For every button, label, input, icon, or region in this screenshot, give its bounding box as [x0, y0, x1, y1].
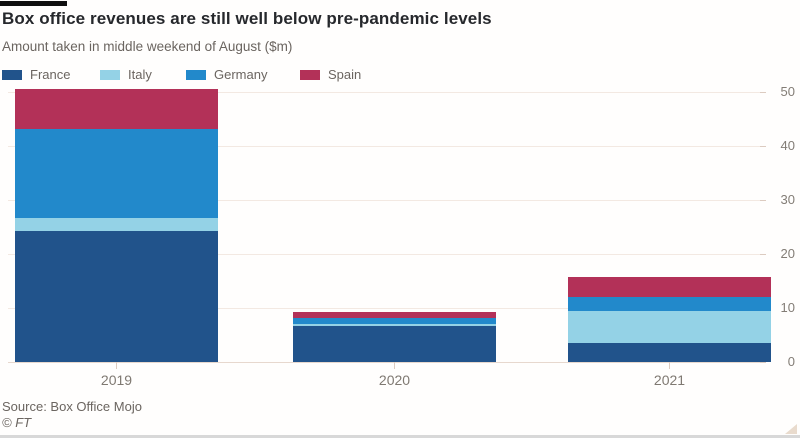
legend-label-germany: Germany: [214, 67, 268, 82]
y-axis-tick-50: [760, 92, 766, 93]
y-axis-label-10: 10: [780, 300, 795, 315]
y-axis-tick-40: [760, 146, 766, 147]
y-axis-tick-0: [760, 362, 766, 363]
bar-segment-2019-france: [15, 231, 218, 362]
legend-label-italy: Italy: [128, 67, 152, 82]
bar-segment-2021-spain: [568, 277, 771, 297]
x-axis-tick-2019: [116, 362, 117, 369]
legend-swatch-spain-icon: [300, 69, 320, 80]
y-axis-label-50: 50: [780, 84, 795, 99]
legend-swatch-italy-icon: [100, 69, 120, 80]
legend-label-spain: Spain: [328, 67, 362, 82]
legend: France Italy Germany Spain: [2, 67, 361, 82]
y-gridline-50: [8, 92, 766, 93]
chart-subtitle: Amount taken in middle weekend of August…: [2, 39, 293, 54]
x-axis-label-2019: 2019: [100, 372, 133, 388]
legend-swatch-germany-icon: [186, 69, 206, 80]
x-axis-tick-2021: [669, 362, 670, 369]
y-gridline-40: [8, 146, 766, 147]
x-axis-label-2020: 2020: [378, 372, 411, 388]
bar-segment-2019-italy: [15, 218, 218, 231]
y-axis-tick-30: [760, 200, 766, 201]
bar-segment-2020-germany: [293, 318, 496, 324]
legend-swatch-france-icon: [2, 69, 22, 80]
legend-item-france: France: [2, 67, 100, 82]
bar-segment-2021-germany: [568, 297, 771, 311]
bar-segment-2020-italy: [293, 324, 496, 326]
y-axis-label-20: 20: [780, 246, 795, 261]
brand-bar: [0, 1, 67, 6]
legend-item-spain: Spain: [300, 67, 361, 82]
bar-segment-2019-spain: [15, 89, 218, 129]
ft-credit: © FT: [2, 415, 32, 430]
y-gridline-0: [8, 362, 766, 363]
legend-label-france: France: [30, 67, 71, 82]
bar-segment-2021-italy: [568, 311, 771, 343]
bar-segment-2020-france: [293, 326, 496, 362]
window-edge: [0, 435, 800, 438]
y-gridline-10: [8, 308, 766, 309]
bar-segment-2020-spain: [293, 312, 496, 318]
y-gridline-20: [8, 254, 766, 255]
y-gridline-30: [8, 200, 766, 201]
y-axis-tick-20: [760, 254, 766, 255]
resize-corner-icon: [785, 424, 797, 434]
bar-segment-2021-france: [568, 343, 771, 362]
y-axis-label-0: 0: [787, 354, 795, 369]
y-axis-label-40: 40: [780, 138, 795, 153]
chart-title: Box office revenues are still well below…: [2, 9, 492, 28]
x-axis-label-2021: 2021: [653, 372, 686, 388]
source-note: Source: Box Office Mojo: [2, 399, 142, 414]
legend-item-italy: Italy: [100, 67, 186, 82]
legend-item-germany: Germany: [186, 67, 300, 82]
bar-segment-2019-germany: [15, 129, 218, 218]
x-axis-tick-2020: [394, 362, 395, 369]
y-axis-label-30: 30: [780, 192, 795, 207]
